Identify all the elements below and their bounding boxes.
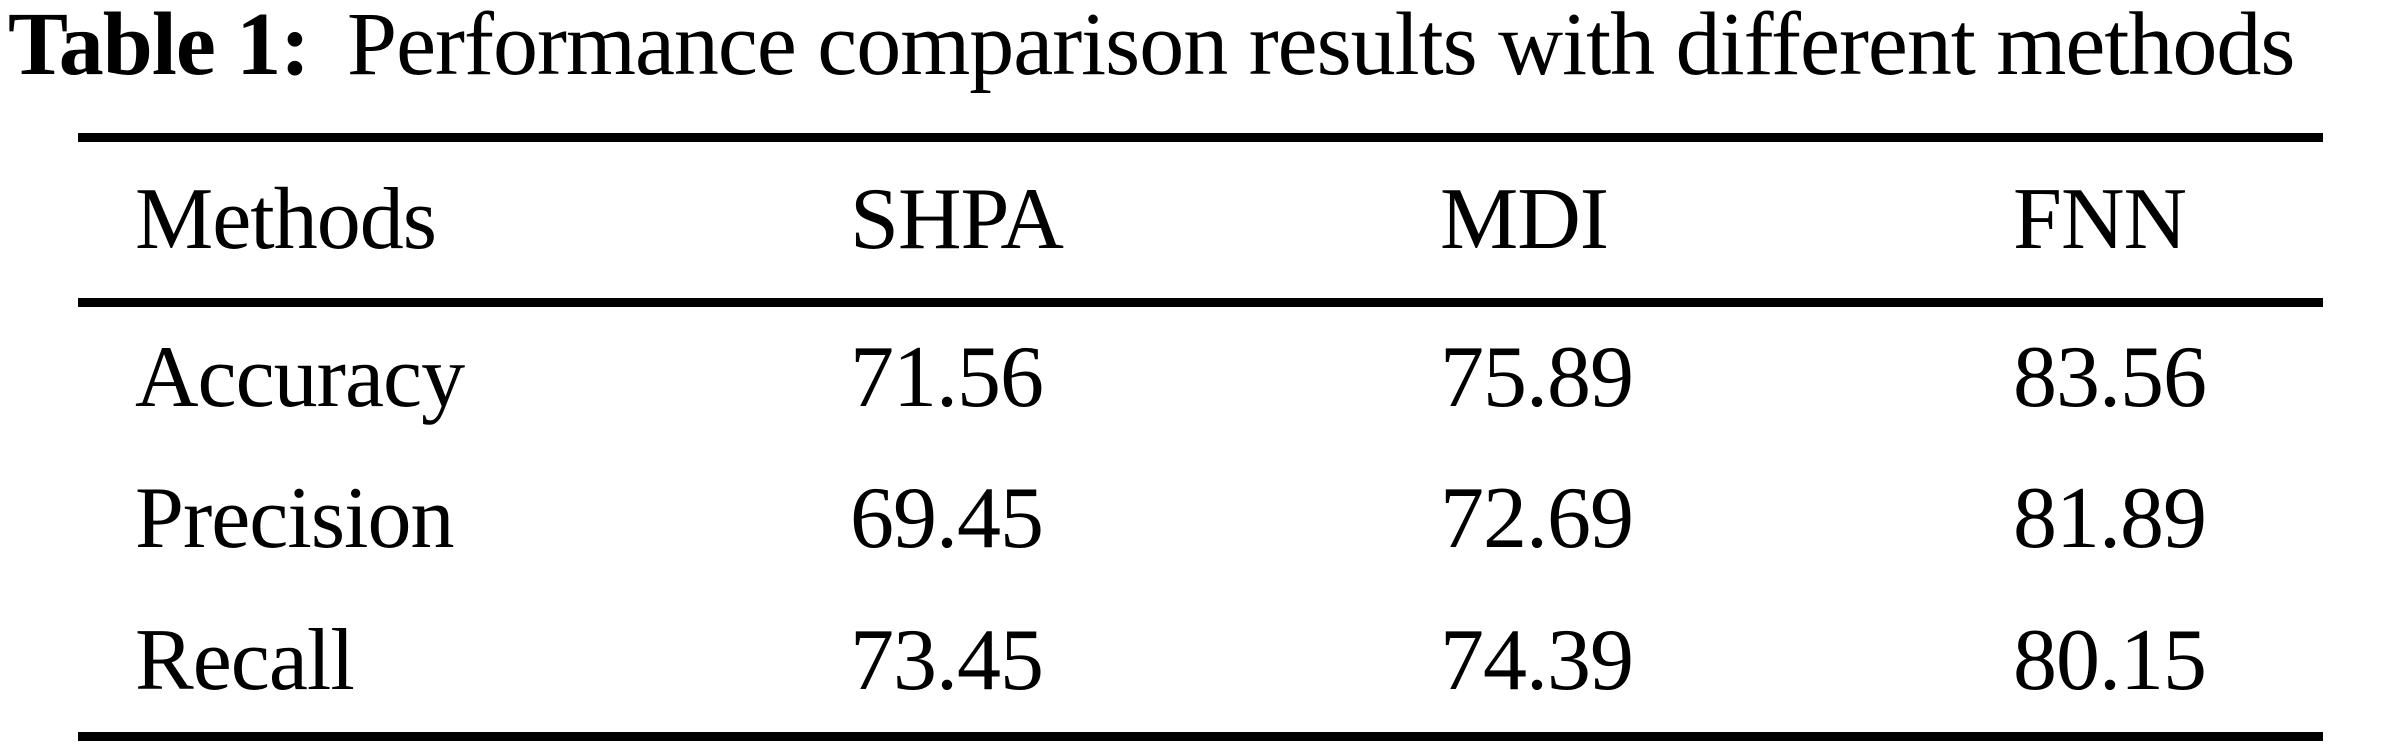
table-header-rule	[78, 298, 2323, 307]
table-row: Accuracy 71.56 75.89 83.56	[78, 307, 2323, 449]
row-label-accuracy: Accuracy	[135, 328, 465, 426]
table-caption: Table 1: Performance comparison results w…	[8, 0, 2295, 90]
cell-precision-mdi: 72.69	[1440, 470, 1634, 568]
cell-precision-fnn: 81.89	[2013, 470, 2207, 568]
row-label-recall: Recall	[135, 611, 355, 709]
cell-accuracy-fnn: 83.56	[2013, 328, 2207, 426]
cell-recall-fnn: 80.15	[2013, 611, 2207, 709]
table-caption-label: Table 1:	[8, 0, 310, 94]
row-label-precision: Precision	[135, 470, 455, 568]
cell-accuracy-shpa: 71.56	[850, 328, 1044, 426]
table-header-row: Methods SHPA MDI FNN	[78, 142, 2323, 298]
header-cell-shpa: SHPA	[850, 171, 1064, 268]
header-cell-fnn: FNN	[2013, 171, 2187, 268]
table-caption-text: Performance comparison results with diff…	[347, 0, 2295, 94]
table-row: Recall 73.45 74.39 80.15	[78, 590, 2323, 732]
cell-precision-shpa: 69.45	[850, 470, 1044, 568]
header-cell-mdi: MDI	[1440, 171, 1609, 268]
cell-accuracy-mdi: 75.89	[1440, 328, 1634, 426]
cell-recall-shpa: 73.45	[850, 611, 1044, 709]
performance-table: Methods SHPA MDI FNN Accuracy 71.56 75.8…	[78, 133, 2323, 741]
header-cell-methods: Methods	[135, 171, 437, 268]
cell-recall-mdi: 74.39	[1440, 611, 1634, 709]
table-row: Precision 69.45 72.69 81.89	[78, 449, 2323, 591]
table-top-rule	[78, 133, 2323, 142]
table-bottom-rule	[78, 731, 2323, 741]
